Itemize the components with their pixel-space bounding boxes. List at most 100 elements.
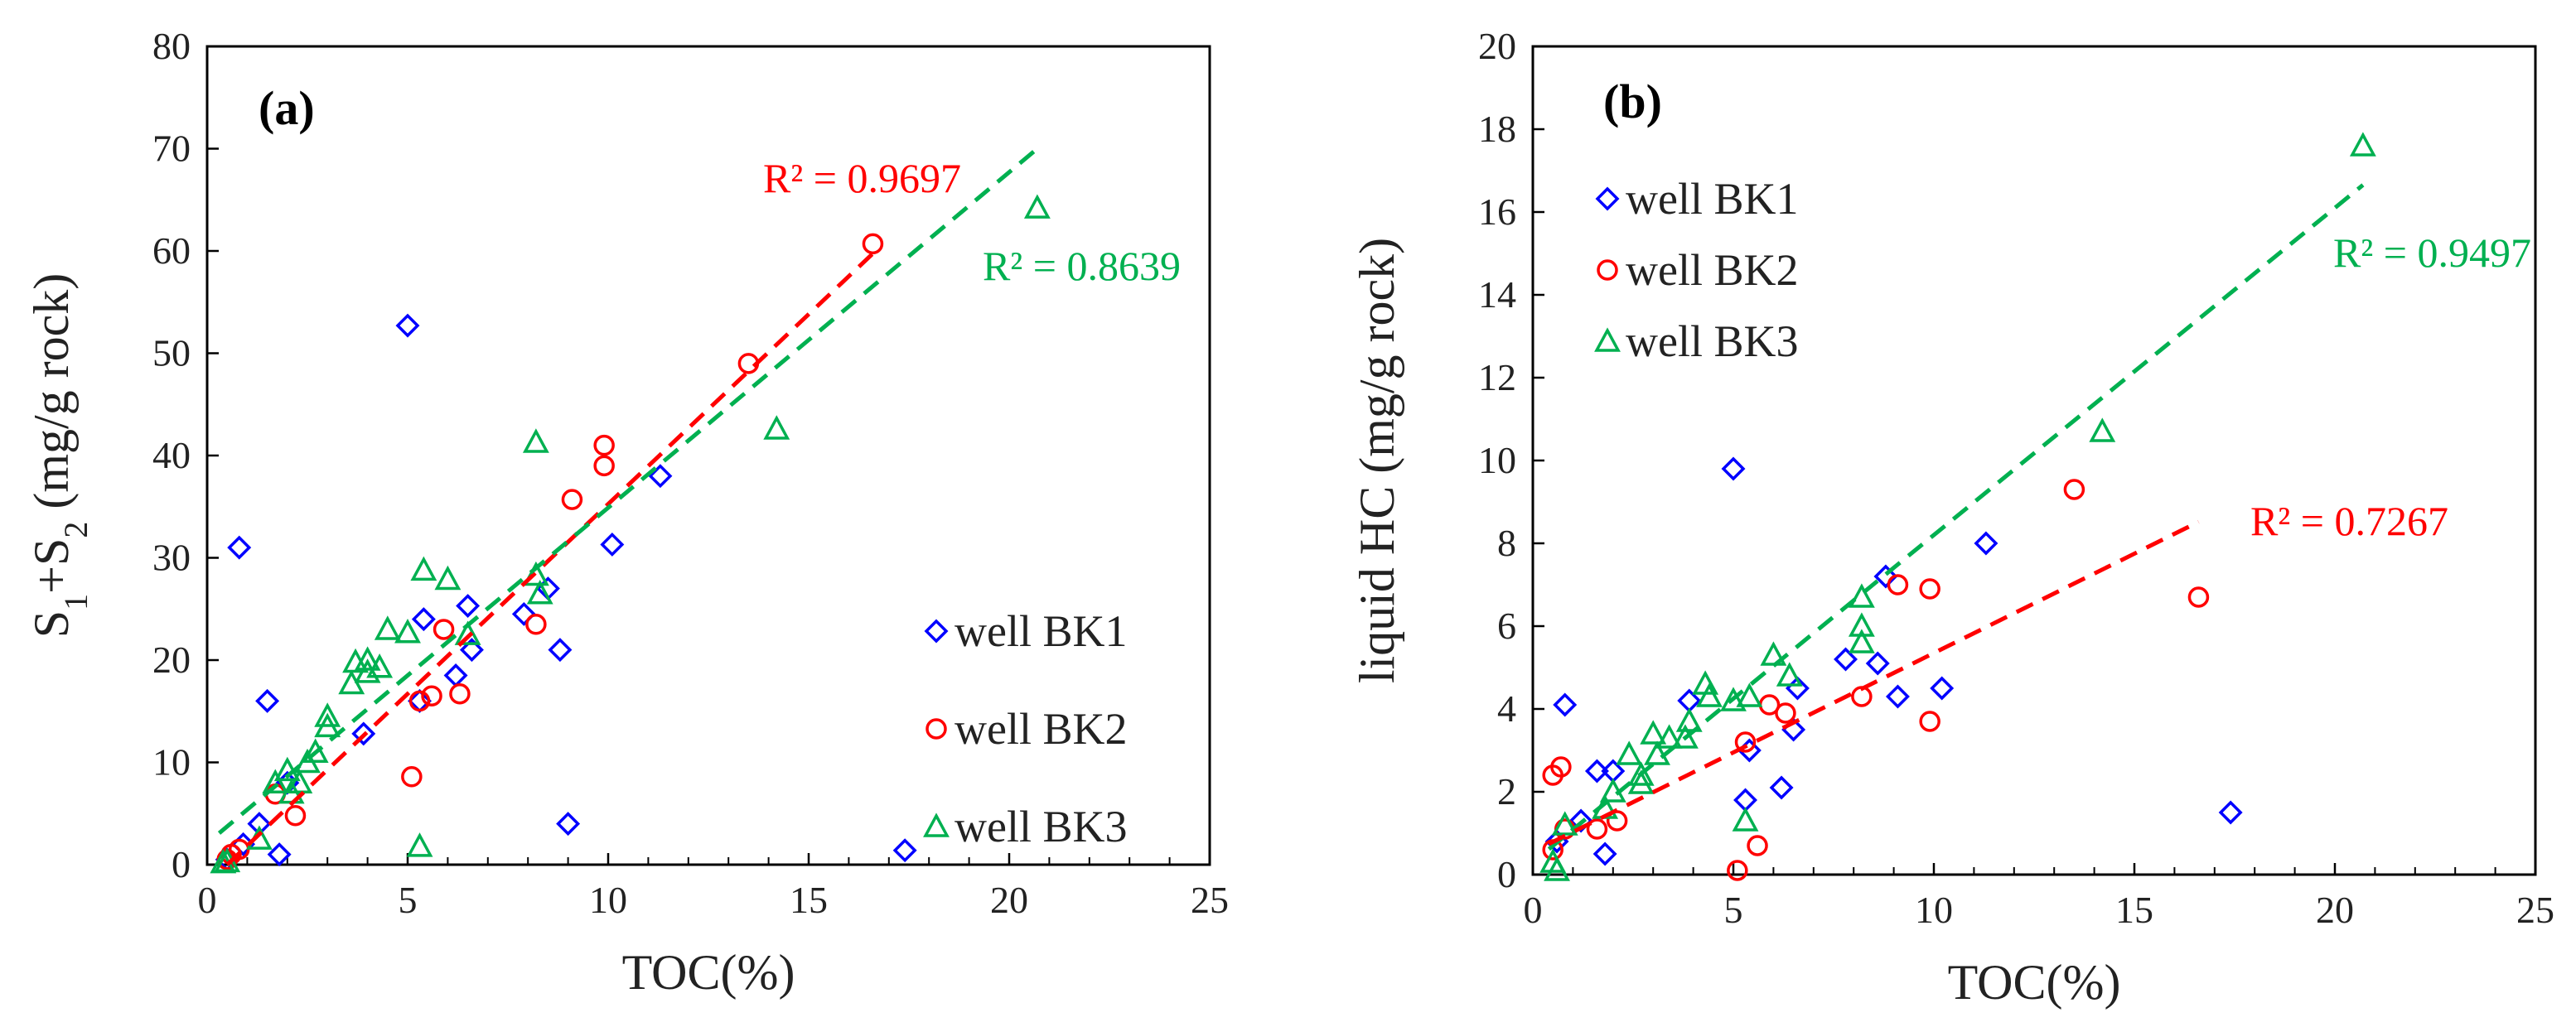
chart-b: 0 5 10 15 20 25 0 2 4 6 8 10 12 14 16 18 20 TOC(%) liquid … bbox=[1350, 25, 2554, 1010]
y-axis-title-subscript: 2 bbox=[57, 522, 94, 538]
chart-a: 0 5 10 15 20 25 0 10 20 30 40 50 60 70 80 TOC(%) S1+S2 (… bbox=[24, 25, 1229, 1000]
x-tick-label: 0 bbox=[198, 879, 217, 921]
data-point-diamond bbox=[1568, 808, 1593, 833]
data-point-circle bbox=[593, 434, 615, 456]
data-point-diamond bbox=[548, 638, 573, 663]
data-point-diamond bbox=[2218, 800, 2243, 825]
data-point-diamond bbox=[600, 532, 625, 557]
data-point-triangle bbox=[338, 669, 365, 695]
data-point-diamond bbox=[443, 663, 468, 687]
data-point-diamond bbox=[255, 688, 280, 713]
data-point-diamond bbox=[1553, 692, 1578, 717]
y-axis-title: liquid HC (mg/g rock) bbox=[1350, 238, 1404, 683]
data-point-diamond bbox=[1769, 775, 1794, 800]
data-point-triangle bbox=[410, 556, 437, 581]
x-tick-label: 15 bbox=[2115, 889, 2153, 931]
data-point-triangle bbox=[1776, 662, 1803, 687]
y-tick-label: 30 bbox=[152, 537, 191, 579]
series-well-bk1 bbox=[1544, 456, 2243, 866]
y-tick-label: 10 bbox=[152, 741, 191, 784]
data-point-diamond bbox=[1974, 531, 1998, 556]
data-point-circle bbox=[408, 690, 431, 712]
data-point-circle bbox=[401, 766, 423, 788]
y-tick-label: 0 bbox=[172, 843, 191, 885]
x-axis-title: TOC(%) bbox=[1948, 955, 2121, 1010]
y-axis-title: S1+S2 (mg/g rock) bbox=[24, 273, 94, 639]
panel-label: (a) bbox=[259, 81, 315, 135]
y-tick-label: 6 bbox=[1497, 605, 1516, 647]
data-point-diamond bbox=[1885, 684, 1910, 709]
data-point-circle bbox=[1727, 860, 1748, 881]
data-point-diamond bbox=[459, 638, 484, 663]
data-point-circle bbox=[1887, 574, 1909, 595]
data-point-triangle bbox=[1544, 856, 1570, 881]
y-tick-label: 50 bbox=[152, 332, 191, 374]
series-well-bk2 bbox=[216, 233, 884, 870]
data-point-triangle bbox=[1627, 769, 1655, 794]
y-tick-label: 4 bbox=[1497, 687, 1516, 730]
r-squared-label: R² = 0.8639 bbox=[983, 243, 1181, 289]
data-point-triangle bbox=[1551, 811, 1578, 836]
r-squared-label: R² = 0.9497 bbox=[2333, 229, 2531, 276]
plot-frame bbox=[1531, 45, 2537, 876]
data-point-triangle bbox=[406, 832, 433, 857]
legend-marker-triangle bbox=[1594, 327, 1621, 352]
data-point-triangle bbox=[286, 769, 313, 793]
legend-label: well BK1 bbox=[1626, 174, 1799, 224]
r-squared-label: R² = 0.7267 bbox=[2250, 498, 2448, 544]
y-tick-label: 80 bbox=[152, 25, 191, 67]
data-point-circle bbox=[1542, 764, 1563, 786]
series-well-bk3 bbox=[1539, 132, 2376, 881]
x-axis-title: TOC(%) bbox=[622, 945, 795, 1000]
data-point-triangle bbox=[763, 415, 790, 440]
legend-label: well BK2 bbox=[955, 704, 1128, 754]
data-point-circle bbox=[1919, 578, 1940, 600]
legend-label: well BK3 bbox=[1626, 316, 1799, 366]
legend-marker-diamond bbox=[1595, 186, 1620, 211]
y-tick-label: 18 bbox=[1478, 108, 1516, 150]
series-well-bk1 bbox=[215, 313, 917, 872]
y-tick-label: 2 bbox=[1497, 770, 1516, 812]
series-well-bk3 bbox=[210, 194, 1051, 874]
data-point-triangle bbox=[2349, 132, 2376, 157]
data-point-triangle bbox=[1616, 740, 1643, 765]
y-axis-title-part: +S bbox=[24, 538, 79, 594]
y-axis-title-subscript: 1 bbox=[57, 594, 94, 610]
data-point-triangle bbox=[1675, 707, 1703, 732]
data-point-circle bbox=[2063, 479, 2085, 500]
data-point-circle bbox=[525, 614, 547, 635]
y-tick-label: 10 bbox=[1478, 439, 1516, 481]
data-point-triangle bbox=[1720, 687, 1747, 711]
data-point-circle bbox=[449, 683, 471, 705]
data-point-triangle bbox=[526, 580, 553, 605]
data-point-diamond bbox=[351, 721, 376, 746]
x-tick-label: 20 bbox=[2316, 889, 2354, 931]
data-point-diamond bbox=[1592, 841, 1617, 866]
data-point-diamond bbox=[411, 607, 436, 632]
x-tick-label: 25 bbox=[1191, 879, 1229, 921]
data-point-triangle bbox=[354, 646, 381, 671]
data-point-triangle bbox=[294, 748, 321, 774]
data-point-circle bbox=[862, 233, 884, 255]
data-point-triangle bbox=[2089, 417, 2116, 442]
x-tick-label: 0 bbox=[1524, 889, 1543, 931]
data-point-circle bbox=[284, 804, 307, 827]
x-tick-label: 25 bbox=[2516, 889, 2554, 931]
data-point-circle bbox=[433, 619, 455, 640]
y-tick-label: 12 bbox=[1478, 356, 1516, 398]
data-point-circle bbox=[1919, 711, 1940, 732]
y-axis-title-part: S bbox=[24, 610, 79, 638]
data-point-triangle bbox=[1640, 720, 1667, 745]
y-tick-label: 20 bbox=[152, 639, 191, 681]
y-tick-label: 8 bbox=[1497, 522, 1516, 564]
data-point-circle bbox=[2187, 586, 2210, 608]
data-point-triangle bbox=[522, 428, 549, 453]
data-point-triangle bbox=[374, 615, 401, 640]
trendline bbox=[217, 147, 1039, 835]
data-point-triangle bbox=[262, 769, 289, 793]
legend-marker-diamond bbox=[924, 619, 949, 644]
data-point-triangle bbox=[522, 561, 549, 586]
data-point-diamond bbox=[395, 313, 420, 338]
y-tick-label: 0 bbox=[1497, 853, 1516, 895]
